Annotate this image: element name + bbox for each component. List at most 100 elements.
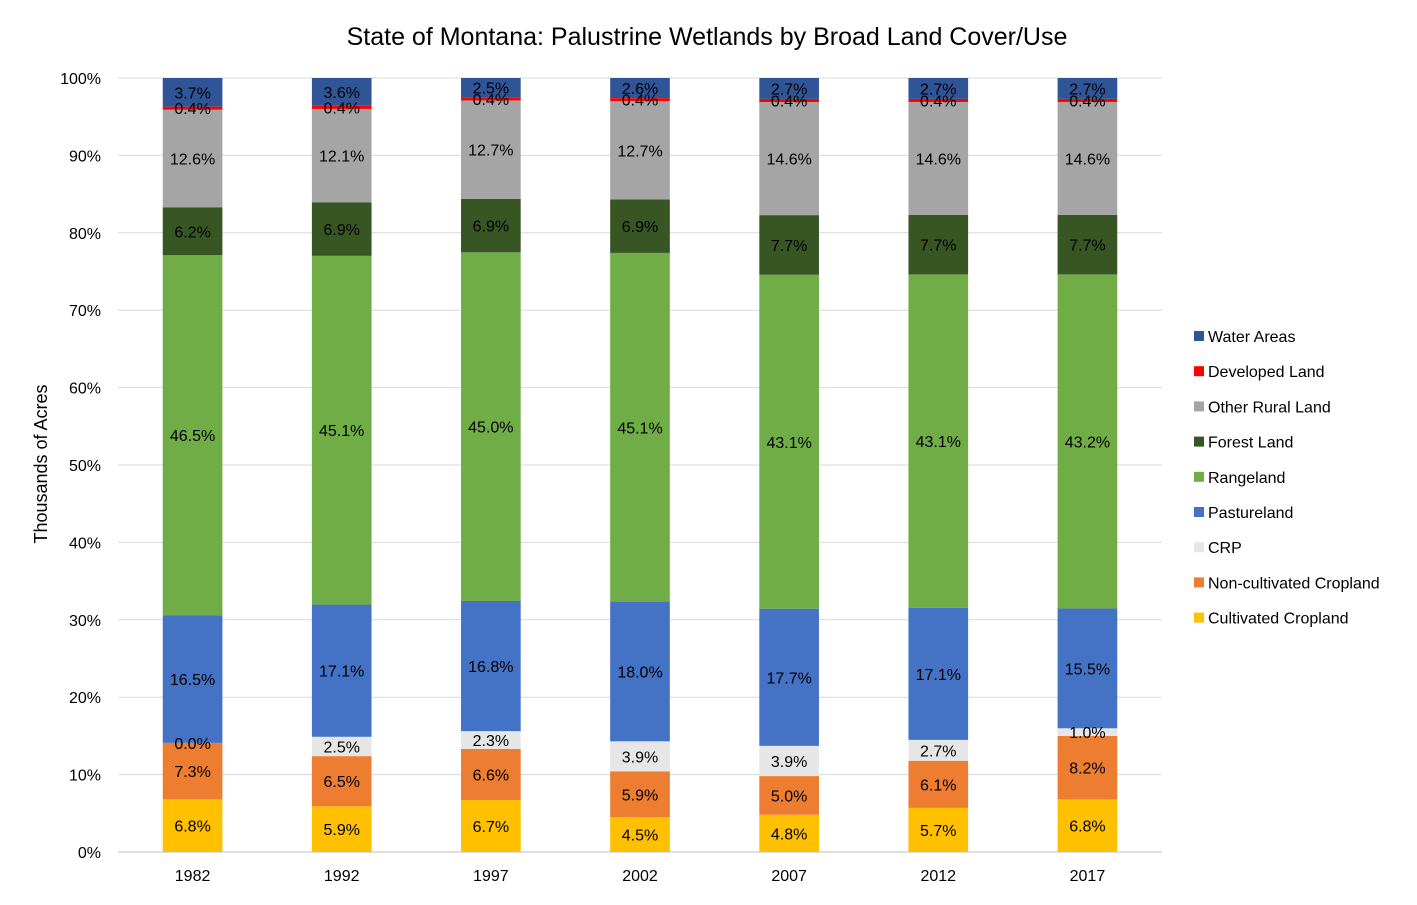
bar-segment-rangeland: [1057, 274, 1118, 609]
x-tick-label: 1992: [324, 868, 360, 885]
bar-segment-rangeland: [908, 274, 969, 608]
bar-segment-cultivated-cropland: [162, 799, 223, 852]
legend-label: Forest Land: [1208, 435, 1293, 452]
data-label-non-cultivated-cropland: 5.0%: [771, 788, 807, 805]
legend: Water Areas Developed Land Other Rural Lan…: [1194, 329, 1380, 628]
legend-item-cultivated-cropland: Cultivated Cropland: [1194, 611, 1349, 628]
bar-segment-crp: [610, 741, 670, 772]
data-label-other-rural-land: 12.7%: [468, 143, 513, 160]
data-label-non-cultivated-cropland: 6.6%: [473, 768, 509, 785]
data-label-other-rural-land: 14.6%: [916, 151, 961, 168]
bar-segment-water-areas: [311, 78, 372, 106]
data-label-cultivated-cropland: 6.8%: [174, 819, 210, 836]
legend-label: Rangeland: [1208, 470, 1285, 487]
data-label-cultivated-cropland: 6.7%: [473, 819, 509, 836]
legend-item-pastureland: Pastureland: [1194, 505, 1293, 522]
data-label-developed-land: 0.4%: [473, 92, 509, 109]
bar-segment-water-areas: [610, 78, 670, 99]
data-label-other-rural-land: 14.6%: [766, 152, 811, 169]
bar-segment-other-rural-land: [162, 109, 223, 208]
legend-swatch: [1194, 577, 1204, 588]
bar-segment-water-areas: [162, 78, 223, 107]
data-label-pastureland: 17.7%: [766, 670, 811, 687]
bars: [162, 78, 1118, 852]
data-label-forest-land: 7.7%: [920, 238, 956, 255]
bar-segment-other-rural-land: [610, 101, 670, 200]
bar-segment-other-rural-land: [461, 100, 521, 199]
data-label-crp: 3.9%: [771, 754, 807, 771]
data-label-crp: 3.9%: [622, 749, 658, 766]
data-label-forest-land: 6.9%: [473, 219, 509, 236]
bar-segment-forest-land: [908, 214, 969, 275]
legend-item-rangeland: Rangeland: [1194, 470, 1285, 487]
y-tick-label: 60%: [69, 381, 101, 398]
x-tick-label: 2012: [920, 868, 956, 885]
x-tick-label: 1982: [175, 868, 211, 885]
bar-segment-crp: [1057, 728, 1118, 737]
data-label-crp: 0.0%: [174, 736, 210, 753]
data-label-pastureland: 18.0%: [617, 665, 662, 682]
data-label-non-cultivated-cropland: 8.2%: [1069, 761, 1105, 778]
bar-segment-pastureland: [610, 601, 670, 742]
data-label-water-areas: 2.7%: [1069, 81, 1105, 98]
bar-segment-pastureland: [461, 600, 521, 732]
bar-segment-crp: [311, 736, 372, 757]
y-tick-label: 80%: [69, 226, 101, 243]
legend-swatch: [1194, 612, 1204, 623]
x-tick-label: 2007: [771, 868, 807, 885]
bar-segment-pastureland: [162, 615, 223, 743]
bar-segment-cultivated-cropland: [908, 807, 969, 852]
legend-label: Developed Land: [1208, 364, 1325, 381]
data-label-developed-land: 0.4%: [622, 93, 658, 110]
bar-segment-rangeland: [311, 255, 372, 605]
y-tick-label: 20%: [69, 690, 101, 707]
data-label-forest-land: 6.9%: [323, 222, 359, 239]
data-label-non-cultivated-cropland: 5.9%: [622, 787, 658, 804]
data-label-developed-land: 0.4%: [323, 100, 359, 117]
bar-segment-non-cultivated-cropland: [311, 756, 372, 807]
y-tick-label: 30%: [69, 613, 101, 630]
data-label-rangeland: 43.1%: [766, 435, 811, 452]
bar-segment-developed-land: [311, 105, 372, 109]
bar-segment-pastureland: [759, 608, 819, 746]
legend-swatch: [1194, 542, 1204, 553]
bar-segment-forest-land: [162, 207, 223, 256]
data-label-pastureland: 16.8%: [468, 659, 513, 676]
data-label-rangeland: 43.1%: [916, 434, 961, 451]
bar-segment-other-rural-land: [908, 101, 969, 215]
bar-segment-pastureland: [1057, 608, 1118, 729]
bar-segment-water-areas: [461, 78, 521, 98]
data-label-other-rural-land: 12.1%: [319, 149, 364, 166]
bar-segment-pastureland: [908, 607, 969, 740]
bar-segment-cultivated-cropland: [461, 800, 521, 852]
data-labels: 6.8%7.3%0.0%16.5%46.5%6.2%12.6%0.4%3.7%5…: [170, 81, 1110, 845]
y-tick-label: 40%: [69, 535, 101, 552]
bar-segment-rangeland: [759, 274, 819, 609]
data-label-crp: 2.3%: [473, 733, 509, 750]
data-label-cultivated-cropland: 4.8%: [771, 826, 807, 843]
y-tick-label: 70%: [69, 303, 101, 320]
data-label-developed-land: 0.4%: [1069, 93, 1105, 110]
data-label-developed-land: 0.4%: [174, 101, 210, 118]
bar-segment-forest-land: [461, 198, 521, 253]
data-label-rangeland: 45.1%: [617, 420, 662, 437]
data-label-forest-land: 7.7%: [771, 238, 807, 255]
legend-item-other-rural-land: Other Rural Land: [1194, 399, 1331, 416]
data-label-non-cultivated-cropland: 7.3%: [174, 764, 210, 781]
legend-swatch: [1194, 401, 1204, 412]
data-label-cultivated-cropland: 6.8%: [1069, 819, 1105, 836]
bar-segment-other-rural-land: [1057, 101, 1118, 215]
bar-segment-water-areas: [908, 78, 969, 99]
y-axis-label: Thousands of Acres: [31, 384, 51, 543]
bar-segment-non-cultivated-cropland: [610, 771, 670, 818]
bar-segment-forest-land: [1057, 214, 1118, 275]
legend-item-forest-land: Forest Land: [1194, 435, 1293, 452]
data-label-developed-land: 0.4%: [771, 93, 807, 110]
bar-segment-cultivated-cropland: [1057, 799, 1118, 852]
x-tick-label: 1997: [473, 868, 509, 885]
bar-segment-developed-land: [759, 98, 819, 103]
y-tick-label: 50%: [69, 458, 101, 475]
data-label-water-areas: 3.7%: [174, 85, 210, 102]
x-tick-label: 2017: [1070, 868, 1106, 885]
